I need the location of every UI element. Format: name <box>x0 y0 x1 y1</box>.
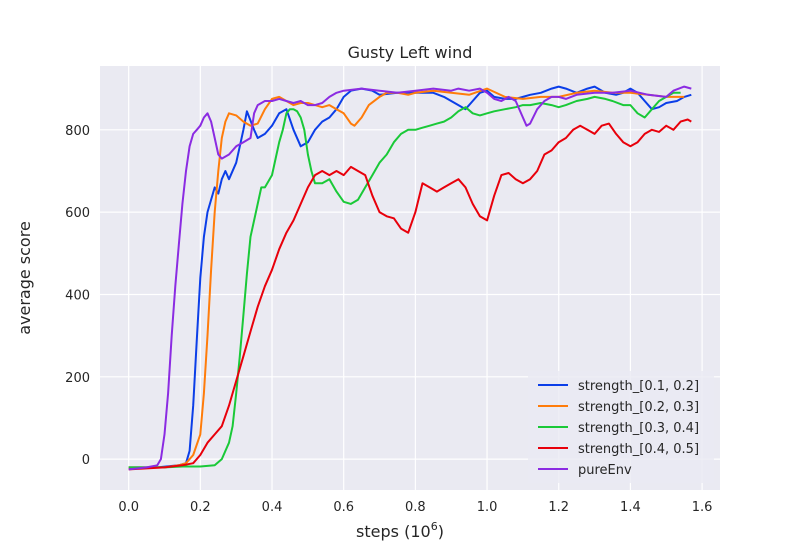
x-tick-label: 1.2 <box>548 500 569 515</box>
x-tick-label: 0.4 <box>262 500 283 515</box>
legend-label: pureEnv <box>578 463 632 478</box>
series-line-4 <box>128 85 692 471</box>
series-line-3 <box>128 118 692 471</box>
x-tick-label: 1.0 <box>477 500 498 515</box>
series-lines <box>128 85 692 471</box>
legend-label: strength_[0.2, 0.3] <box>578 400 699 415</box>
x-tick-label: 1.6 <box>692 500 713 515</box>
legend: strength_[0.1, 0.2] strength_[0.2, 0.3] st… <box>528 371 714 483</box>
y-tick-label: 800 <box>65 124 90 139</box>
y-axis-label: average score <box>15 221 34 335</box>
series-line-1 <box>128 87 685 469</box>
y-tick-label: 400 <box>65 288 90 303</box>
x-tick-label: 0.0 <box>118 500 139 515</box>
x-tick-label: 0.2 <box>190 500 211 515</box>
series-line-2 <box>128 91 681 469</box>
x-axis-label: steps (106) <box>356 520 444 541</box>
y-tick-label: 200 <box>65 371 90 386</box>
legend-label: strength_[0.1, 0.2] <box>578 379 699 394</box>
x-tick-label: 0.8 <box>405 500 426 515</box>
x-tick-label: 0.6 <box>333 500 354 515</box>
x-axis-label-close: ) <box>438 522 444 541</box>
x-axis-label-exponent: 6 <box>431 520 438 533</box>
y-tick-label: 0 <box>82 453 90 468</box>
legend-label: strength_[0.4, 0.5] <box>578 442 699 457</box>
y-tick-label: 600 <box>65 206 90 221</box>
x-tick-label: 1.4 <box>620 500 641 515</box>
axis-ticks: 0.0 0.2 0.4 0.6 0.8 1.0 1.2 1.4 1.6 0 200 400 600 800 <box>65 124 712 515</box>
chart-title: Gusty Left wind <box>348 43 473 62</box>
legend-label: strength_[0.3, 0.4] <box>578 421 699 436</box>
x-axis-label-main: steps (10 <box>356 522 431 541</box>
